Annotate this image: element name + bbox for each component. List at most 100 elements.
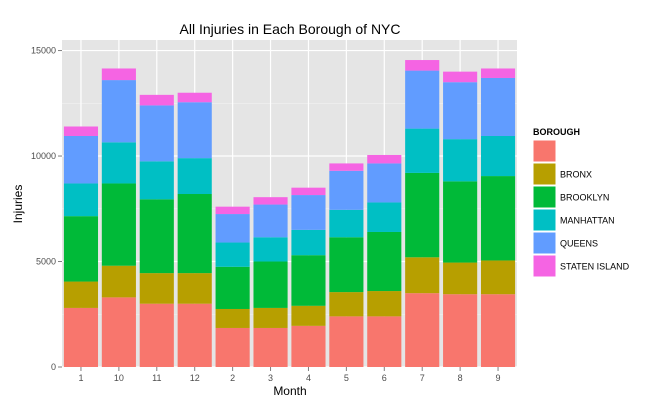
x-tick-label: 5 [344, 373, 349, 383]
bar-segment [139, 105, 174, 162]
bar-segment [443, 294, 478, 367]
legend-key [532, 254, 557, 278]
bar-segment [329, 209, 364, 238]
bar-segment [215, 242, 250, 267]
bar-segment [253, 327, 288, 367]
y-axis-label: Injuries [11, 185, 25, 224]
bar-segment [139, 161, 174, 200]
bar-segment [253, 197, 288, 205]
legend-label: STATEN ISLAND [560, 262, 630, 272]
bar-segment [63, 307, 99, 367]
bar-segment [443, 82, 478, 140]
legend-label: BRONX [560, 170, 592, 180]
bar-segment [63, 126, 99, 136]
bar-segment [480, 294, 516, 367]
bar-segment [63, 281, 99, 308]
x-axis-ticks: 1 10 11 12 2 3 4 5 6 7 8 9 [78, 367, 501, 383]
legend-key [532, 162, 557, 186]
bar-segment [139, 94, 174, 106]
bar-segment [329, 292, 364, 317]
bar-segment [367, 291, 402, 317]
bar-segment [329, 237, 364, 293]
bar-segment [253, 307, 288, 328]
bar-segment [139, 303, 174, 367]
bar-segment [63, 135, 99, 184]
plot-background [62, 40, 517, 367]
y-tick-label: 5000 [36, 257, 56, 267]
y-tick-label: 15000 [31, 46, 56, 56]
bar-segment [215, 327, 250, 367]
bar-segment [367, 163, 402, 203]
bar-segment [63, 183, 99, 217]
bar-segment [443, 181, 478, 263]
bar-segment [480, 77, 516, 136]
bar-segment [101, 142, 136, 184]
x-axis-label: Month [273, 384, 306, 398]
bar-segment [367, 316, 402, 367]
bar-segment [177, 92, 212, 103]
bar-segment [291, 325, 326, 367]
bar-segment [443, 262, 478, 295]
bar-segment [405, 257, 440, 294]
bar-segment [177, 194, 212, 274]
bar-segment [405, 293, 440, 367]
legend-key [532, 139, 557, 163]
bar-segment [329, 316, 364, 367]
bar-segment [139, 273, 174, 304]
bar-segment [215, 266, 250, 309]
bar-segment [480, 260, 516, 295]
bar-segment [443, 139, 478, 182]
bar-segment [329, 170, 364, 210]
bar-segment [329, 163, 364, 171]
legend-label: MANHATTAN [560, 216, 615, 226]
bars [63, 60, 516, 367]
x-tick-label: 9 [496, 373, 501, 383]
x-tick-label: 3 [268, 373, 273, 383]
y-axis-ticks: 0 5000 10000 15000 [31, 46, 62, 372]
bar-segment [253, 261, 288, 308]
bar-segment [101, 80, 136, 143]
bar-segment [480, 176, 516, 261]
x-tick-label: 7 [420, 373, 425, 383]
bar-segment [215, 308, 250, 328]
bar-segment [177, 102, 212, 159]
bar-segment [291, 229, 326, 256]
bar-segment [253, 237, 288, 262]
bar-segment [291, 187, 326, 196]
legend-key [532, 231, 557, 255]
bar-segment [443, 71, 478, 83]
x-tick-label: 8 [458, 373, 463, 383]
x-tick-label: 11 [152, 373, 161, 383]
bar-segment [405, 60, 440, 71]
bar-segment [367, 154, 402, 164]
bar-segment [480, 135, 516, 177]
x-tick-label: 1 [78, 373, 83, 383]
bar-segment [177, 303, 212, 367]
bar-segment [405, 70, 440, 129]
legend-key [532, 185, 557, 209]
x-tick-label: 2 [230, 373, 235, 383]
y-tick-label: 10000 [31, 151, 56, 161]
bar-segment [291, 195, 326, 230]
bar-segment [291, 255, 326, 306]
bar-segment [367, 202, 402, 232]
legend-label: BROOKLYN [560, 193, 609, 203]
bar-segment [139, 199, 174, 274]
legend-label: QUEENS [560, 239, 598, 249]
legend-title: BOROUGH [533, 127, 580, 137]
x-tick-label: 12 [190, 373, 200, 383]
x-tick-label: 10 [114, 373, 124, 383]
bar-segment [101, 183, 136, 266]
legend-key [532, 208, 557, 232]
bar-segment [480, 68, 516, 78]
bar-segment [177, 273, 212, 304]
y-tick-label: 0 [51, 362, 56, 372]
chart-title: All Injuries in Each Borough of NYC [180, 21, 401, 37]
bar-segment [253, 204, 288, 238]
bar-segment [291, 305, 326, 326]
bar-segment [367, 231, 402, 292]
bar-segment [215, 206, 250, 215]
bar-segment [177, 158, 212, 195]
bar-segment [101, 68, 136, 81]
